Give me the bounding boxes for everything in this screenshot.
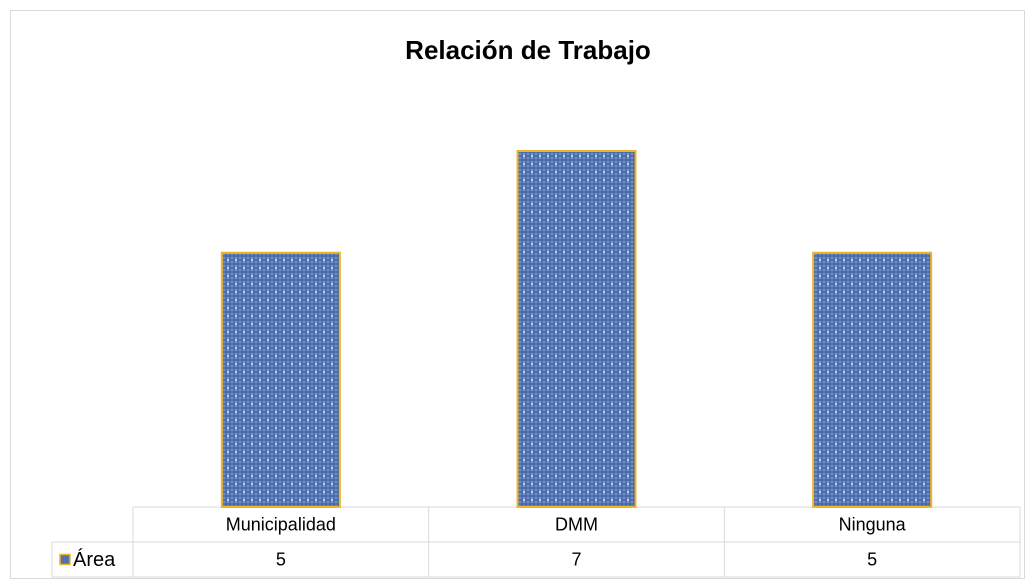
data-table-value: 5 [276,549,286,569]
chart-title: Relación de Trabajo [405,35,651,65]
data-table-value: 5 [867,549,877,569]
x-tick-label: Ninguna [839,514,907,534]
legend-key [59,553,71,566]
bar [516,150,637,508]
x-tick-label: Municipalidad [226,514,336,534]
x-tick-label: DMM [555,514,598,534]
data-table-value: 7 [571,549,581,569]
bar [812,251,933,508]
bar [220,251,341,508]
legend-label: Área [73,548,116,571]
